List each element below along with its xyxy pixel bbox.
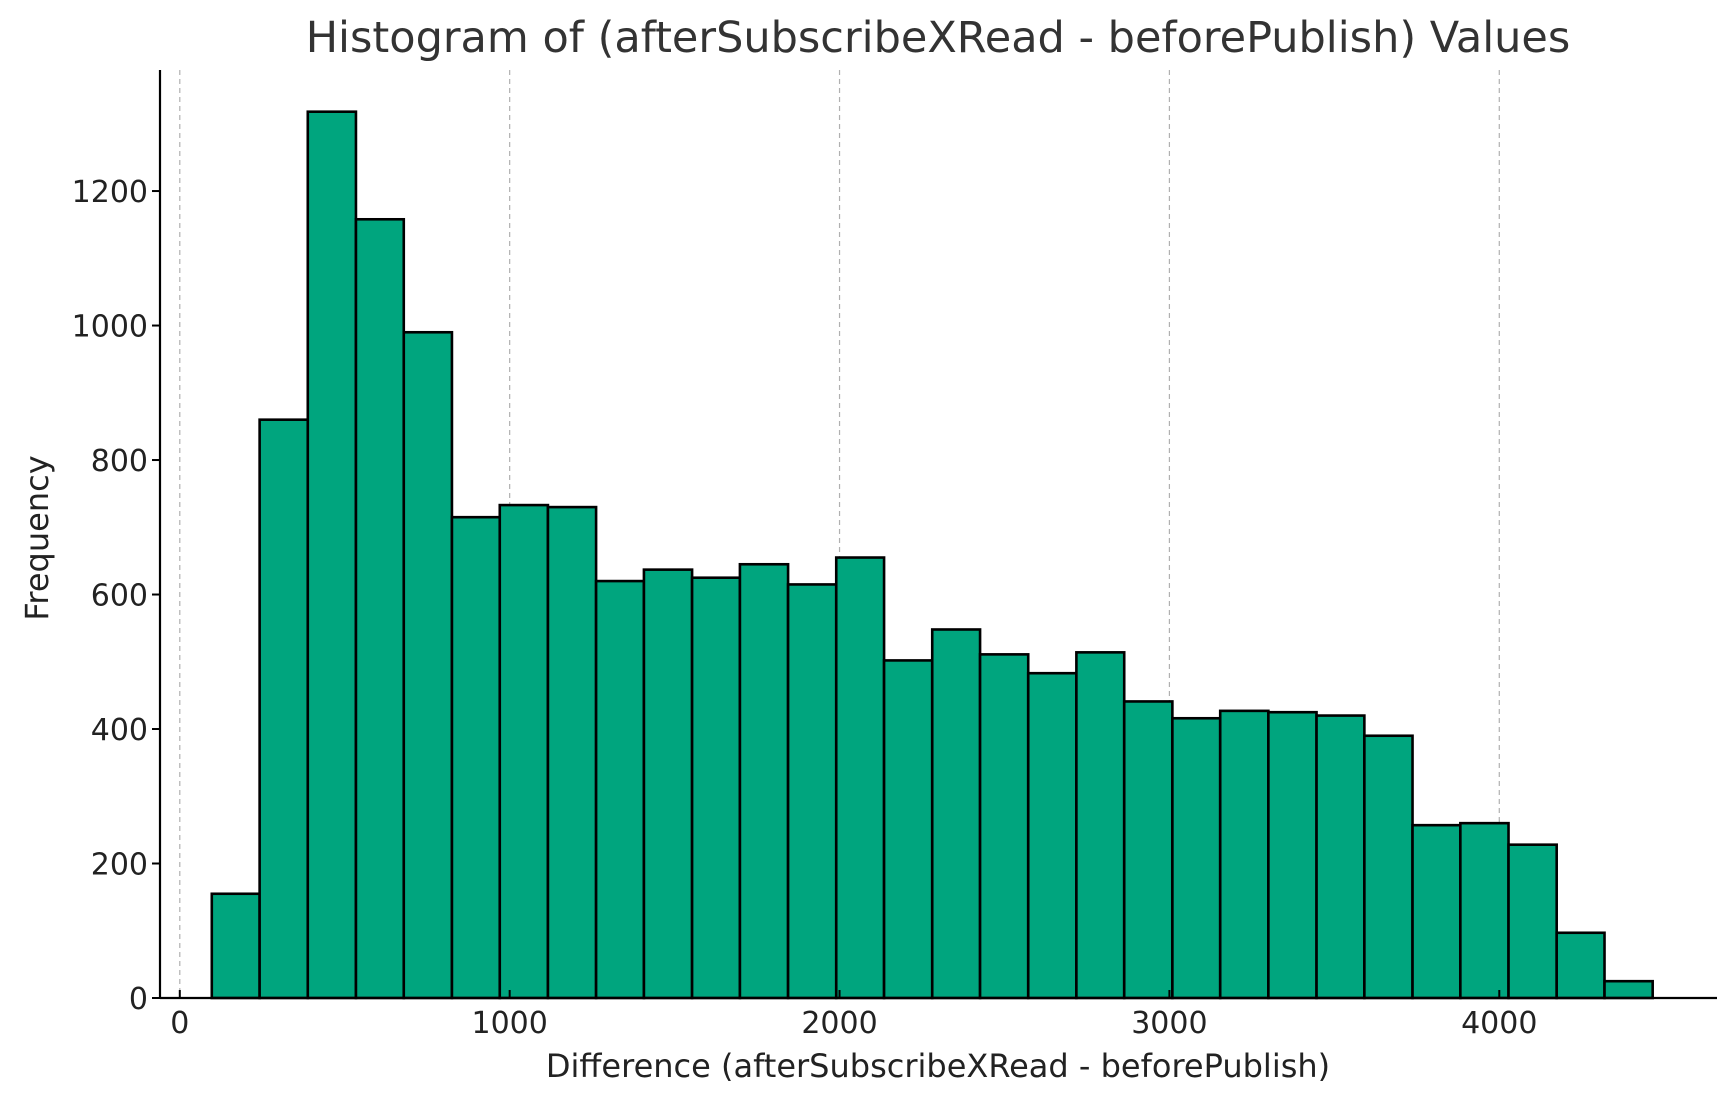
y-axis-label: Frequency [18, 455, 56, 620]
bar-12 [786, 583, 838, 1000]
bar-15 [930, 628, 982, 1000]
bar-5 [450, 515, 502, 1000]
bar-23 [1315, 714, 1366, 1000]
bar-3 [354, 217, 406, 1000]
chart-title: Histogram of (afterSubscribeXRead - befo… [306, 13, 1571, 63]
bar-28 [1555, 931, 1606, 1000]
bar-14 [882, 659, 934, 1000]
bar-24 [1363, 734, 1414, 1000]
bar-20 [1171, 716, 1222, 1000]
bar-16 [978, 653, 1030, 1000]
y-tick-label-6: 1200 [72, 175, 148, 210]
x-ticks: 0 1000 2000 3000 4000 [170, 990, 1537, 1041]
y-tick-label-1: 200 [91, 848, 148, 883]
axes [158, 70, 1717, 1000]
y-ticks: 0 200 400 600 800 1000 1200 [72, 175, 160, 1017]
y-tick-label-4: 800 [91, 444, 148, 479]
bar-7 [546, 505, 598, 1000]
bar-22 [1267, 710, 1318, 1000]
x-tick-label-1: 1000 [471, 1006, 547, 1041]
bars [210, 110, 1654, 1000]
x-tick-label-0: 0 [170, 1006, 189, 1041]
bar-10 [690, 576, 742, 1000]
bar-21 [1218, 709, 1270, 1000]
y-tick-label-3: 600 [91, 579, 148, 614]
bar-11 [738, 562, 790, 1000]
bar-19 [1122, 700, 1174, 1000]
x-tick-label-3: 3000 [1131, 1006, 1207, 1041]
bar-25 [1411, 823, 1462, 1000]
bar-18 [1075, 651, 1126, 1000]
bar-17 [1026, 671, 1078, 1000]
bar-13 [834, 556, 886, 1000]
bar-29 [1603, 979, 1654, 1000]
bar-1 [258, 418, 310, 1000]
bar-4 [402, 330, 454, 1000]
bar-9 [642, 568, 694, 1000]
bar-8 [594, 579, 646, 1000]
bar-26 [1459, 821, 1510, 1000]
x-axis-label: Difference (afterSubscribeXRead - before… [546, 1047, 1330, 1085]
y-tick-label-2: 400 [91, 713, 148, 748]
bar-27 [1507, 843, 1558, 1000]
bar-6 [498, 503, 550, 1000]
bar-2 [306, 110, 358, 1000]
y-tick-label-0: 0 [129, 982, 148, 1017]
y-tick-label-5: 1000 [72, 310, 148, 345]
bar-0 [210, 892, 261, 1000]
x-tick-label-4: 4000 [1461, 1006, 1537, 1041]
x-tick-label-2: 2000 [801, 1006, 877, 1041]
